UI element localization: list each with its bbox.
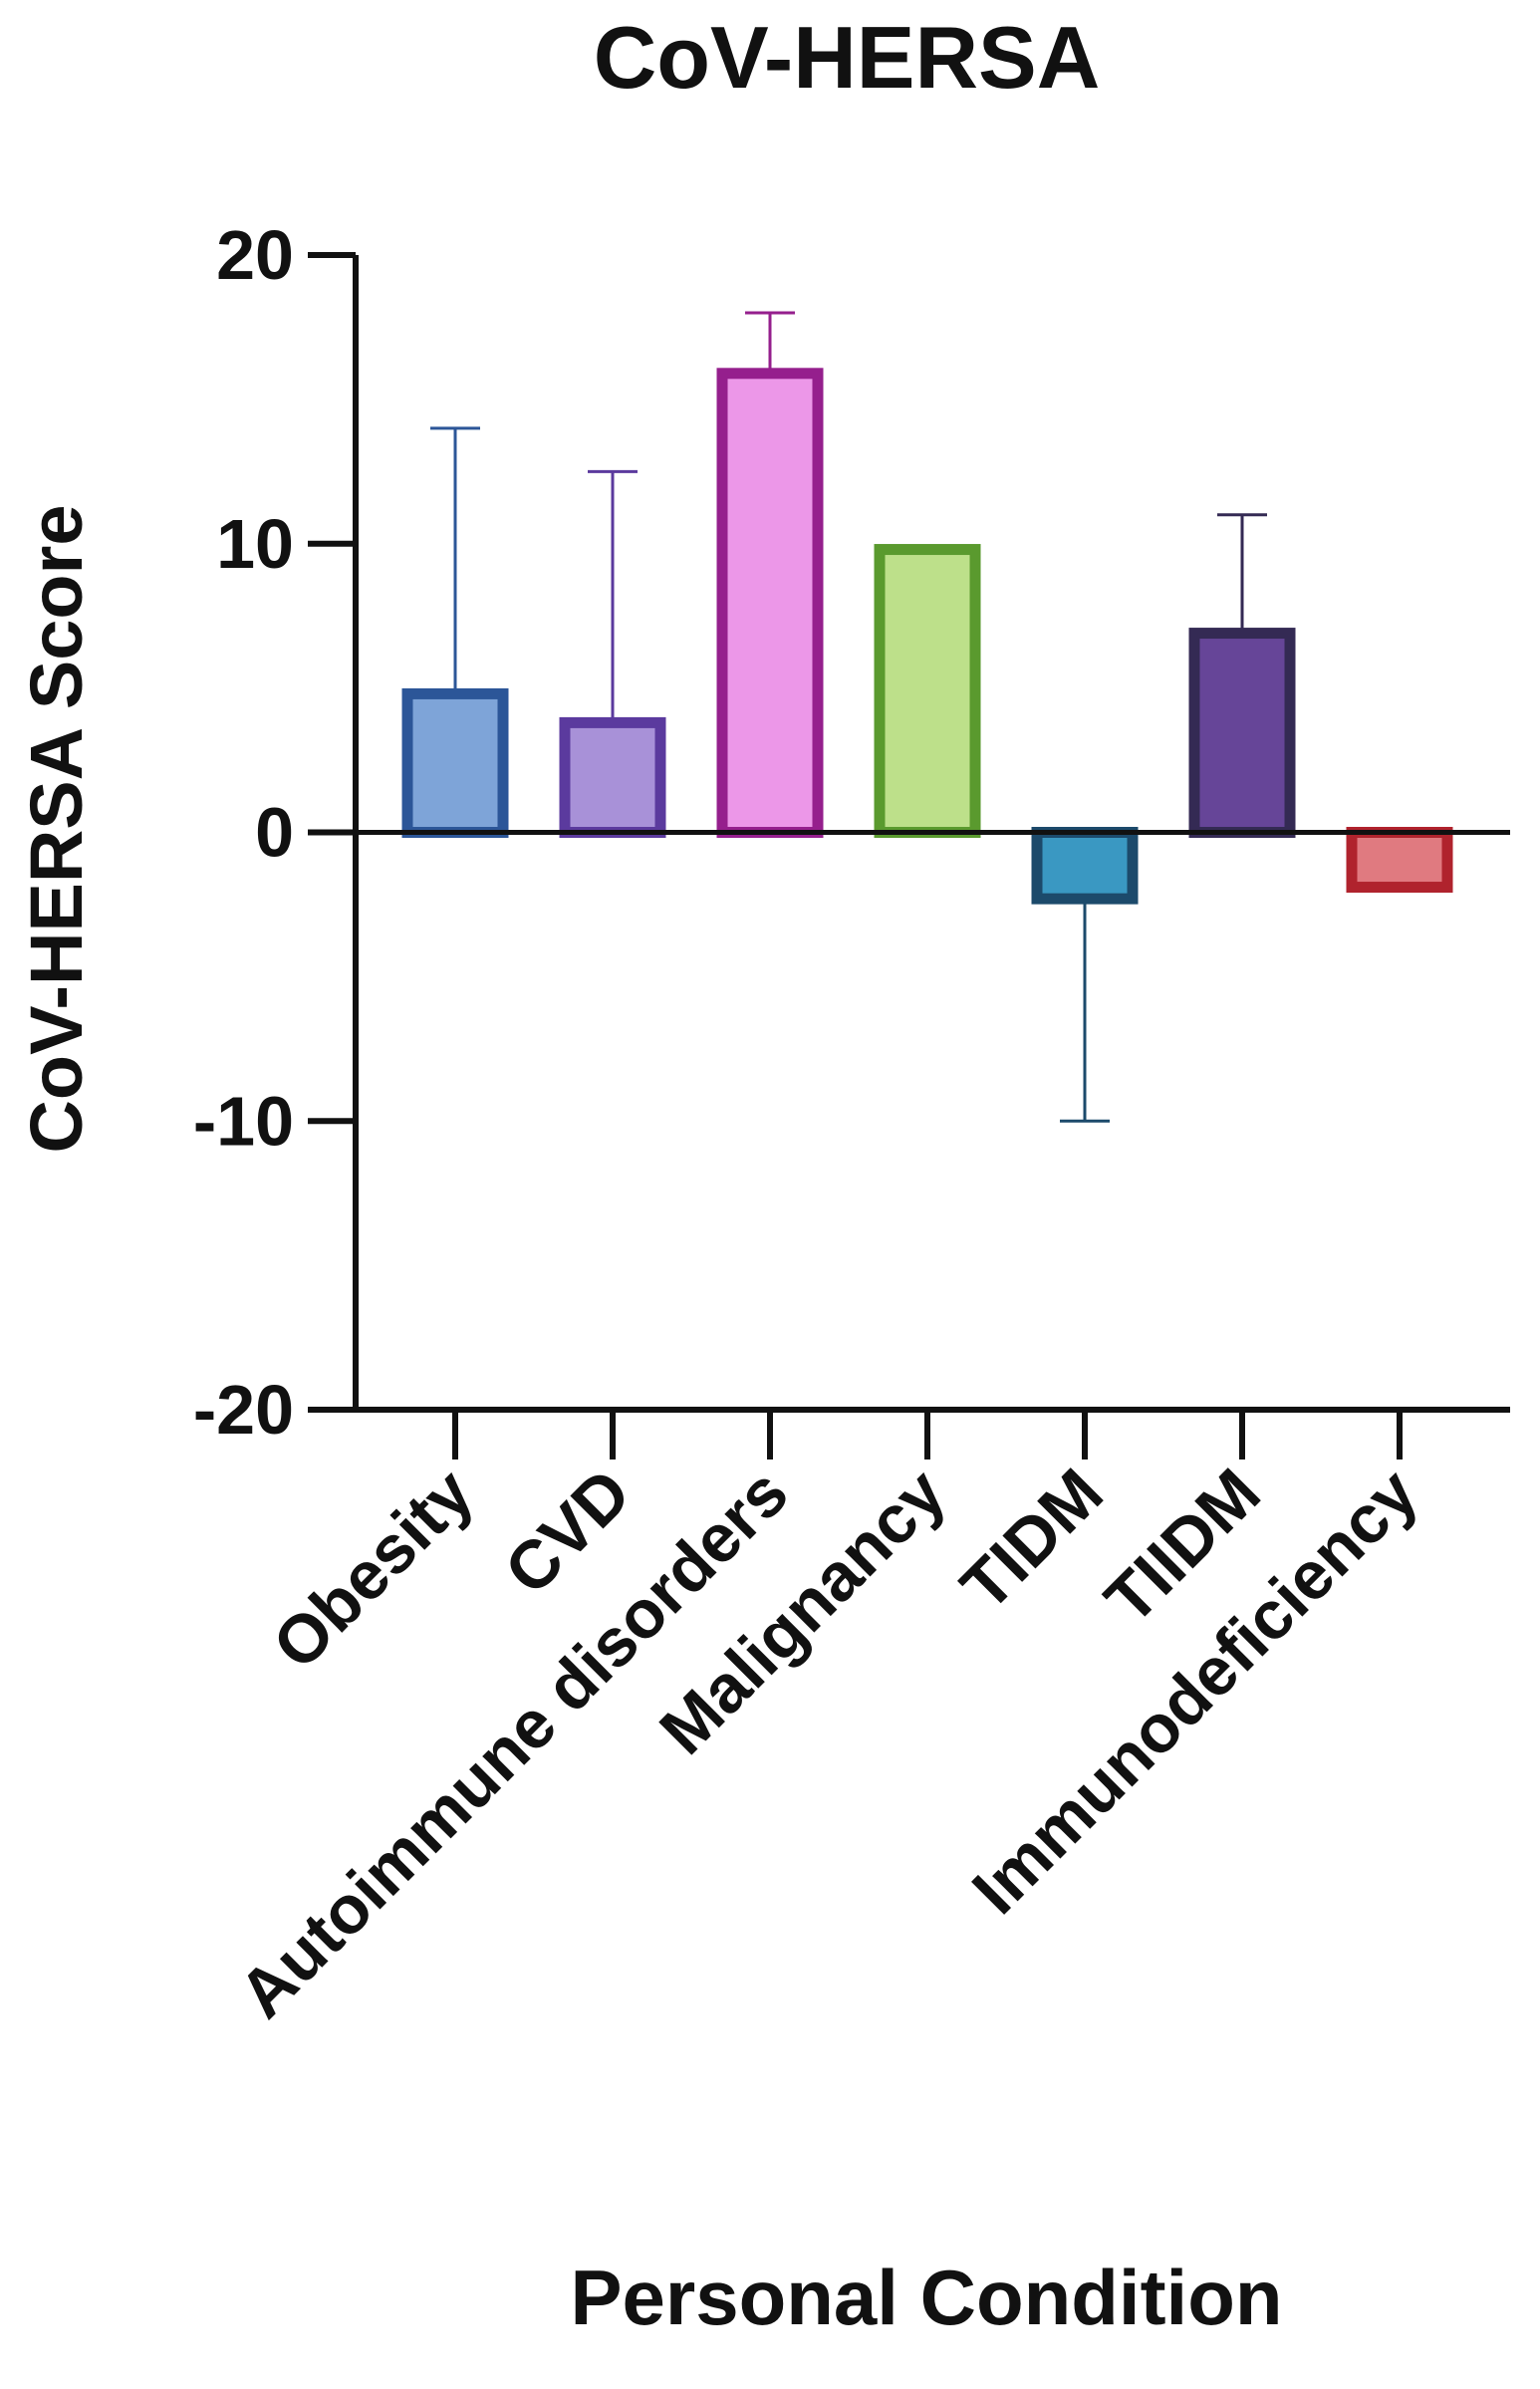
bar	[1346, 827, 1453, 894]
chart-title: CoV-HERSA	[594, 8, 1101, 107]
bar	[559, 716, 666, 839]
y-tick-label: 10	[216, 505, 294, 583]
y-axis-label: CoV-HERSA Score	[15, 504, 98, 1153]
y-tick-label: -20	[193, 1371, 294, 1449]
bar	[401, 687, 509, 838]
x-axis-label: Personal Condition	[570, 2254, 1282, 2341]
y-tick-label: 20	[216, 216, 294, 294]
bar	[1188, 628, 1296, 839]
x-tick-label: TIDM	[946, 1455, 1117, 1625]
x-tick-label: Obesity	[258, 1455, 487, 1684]
bar	[874, 544, 981, 838]
y-tick-label: -10	[193, 1082, 294, 1160]
y-tick-label: 0	[255, 794, 294, 872]
bar	[1031, 827, 1139, 905]
bar	[716, 368, 824, 838]
